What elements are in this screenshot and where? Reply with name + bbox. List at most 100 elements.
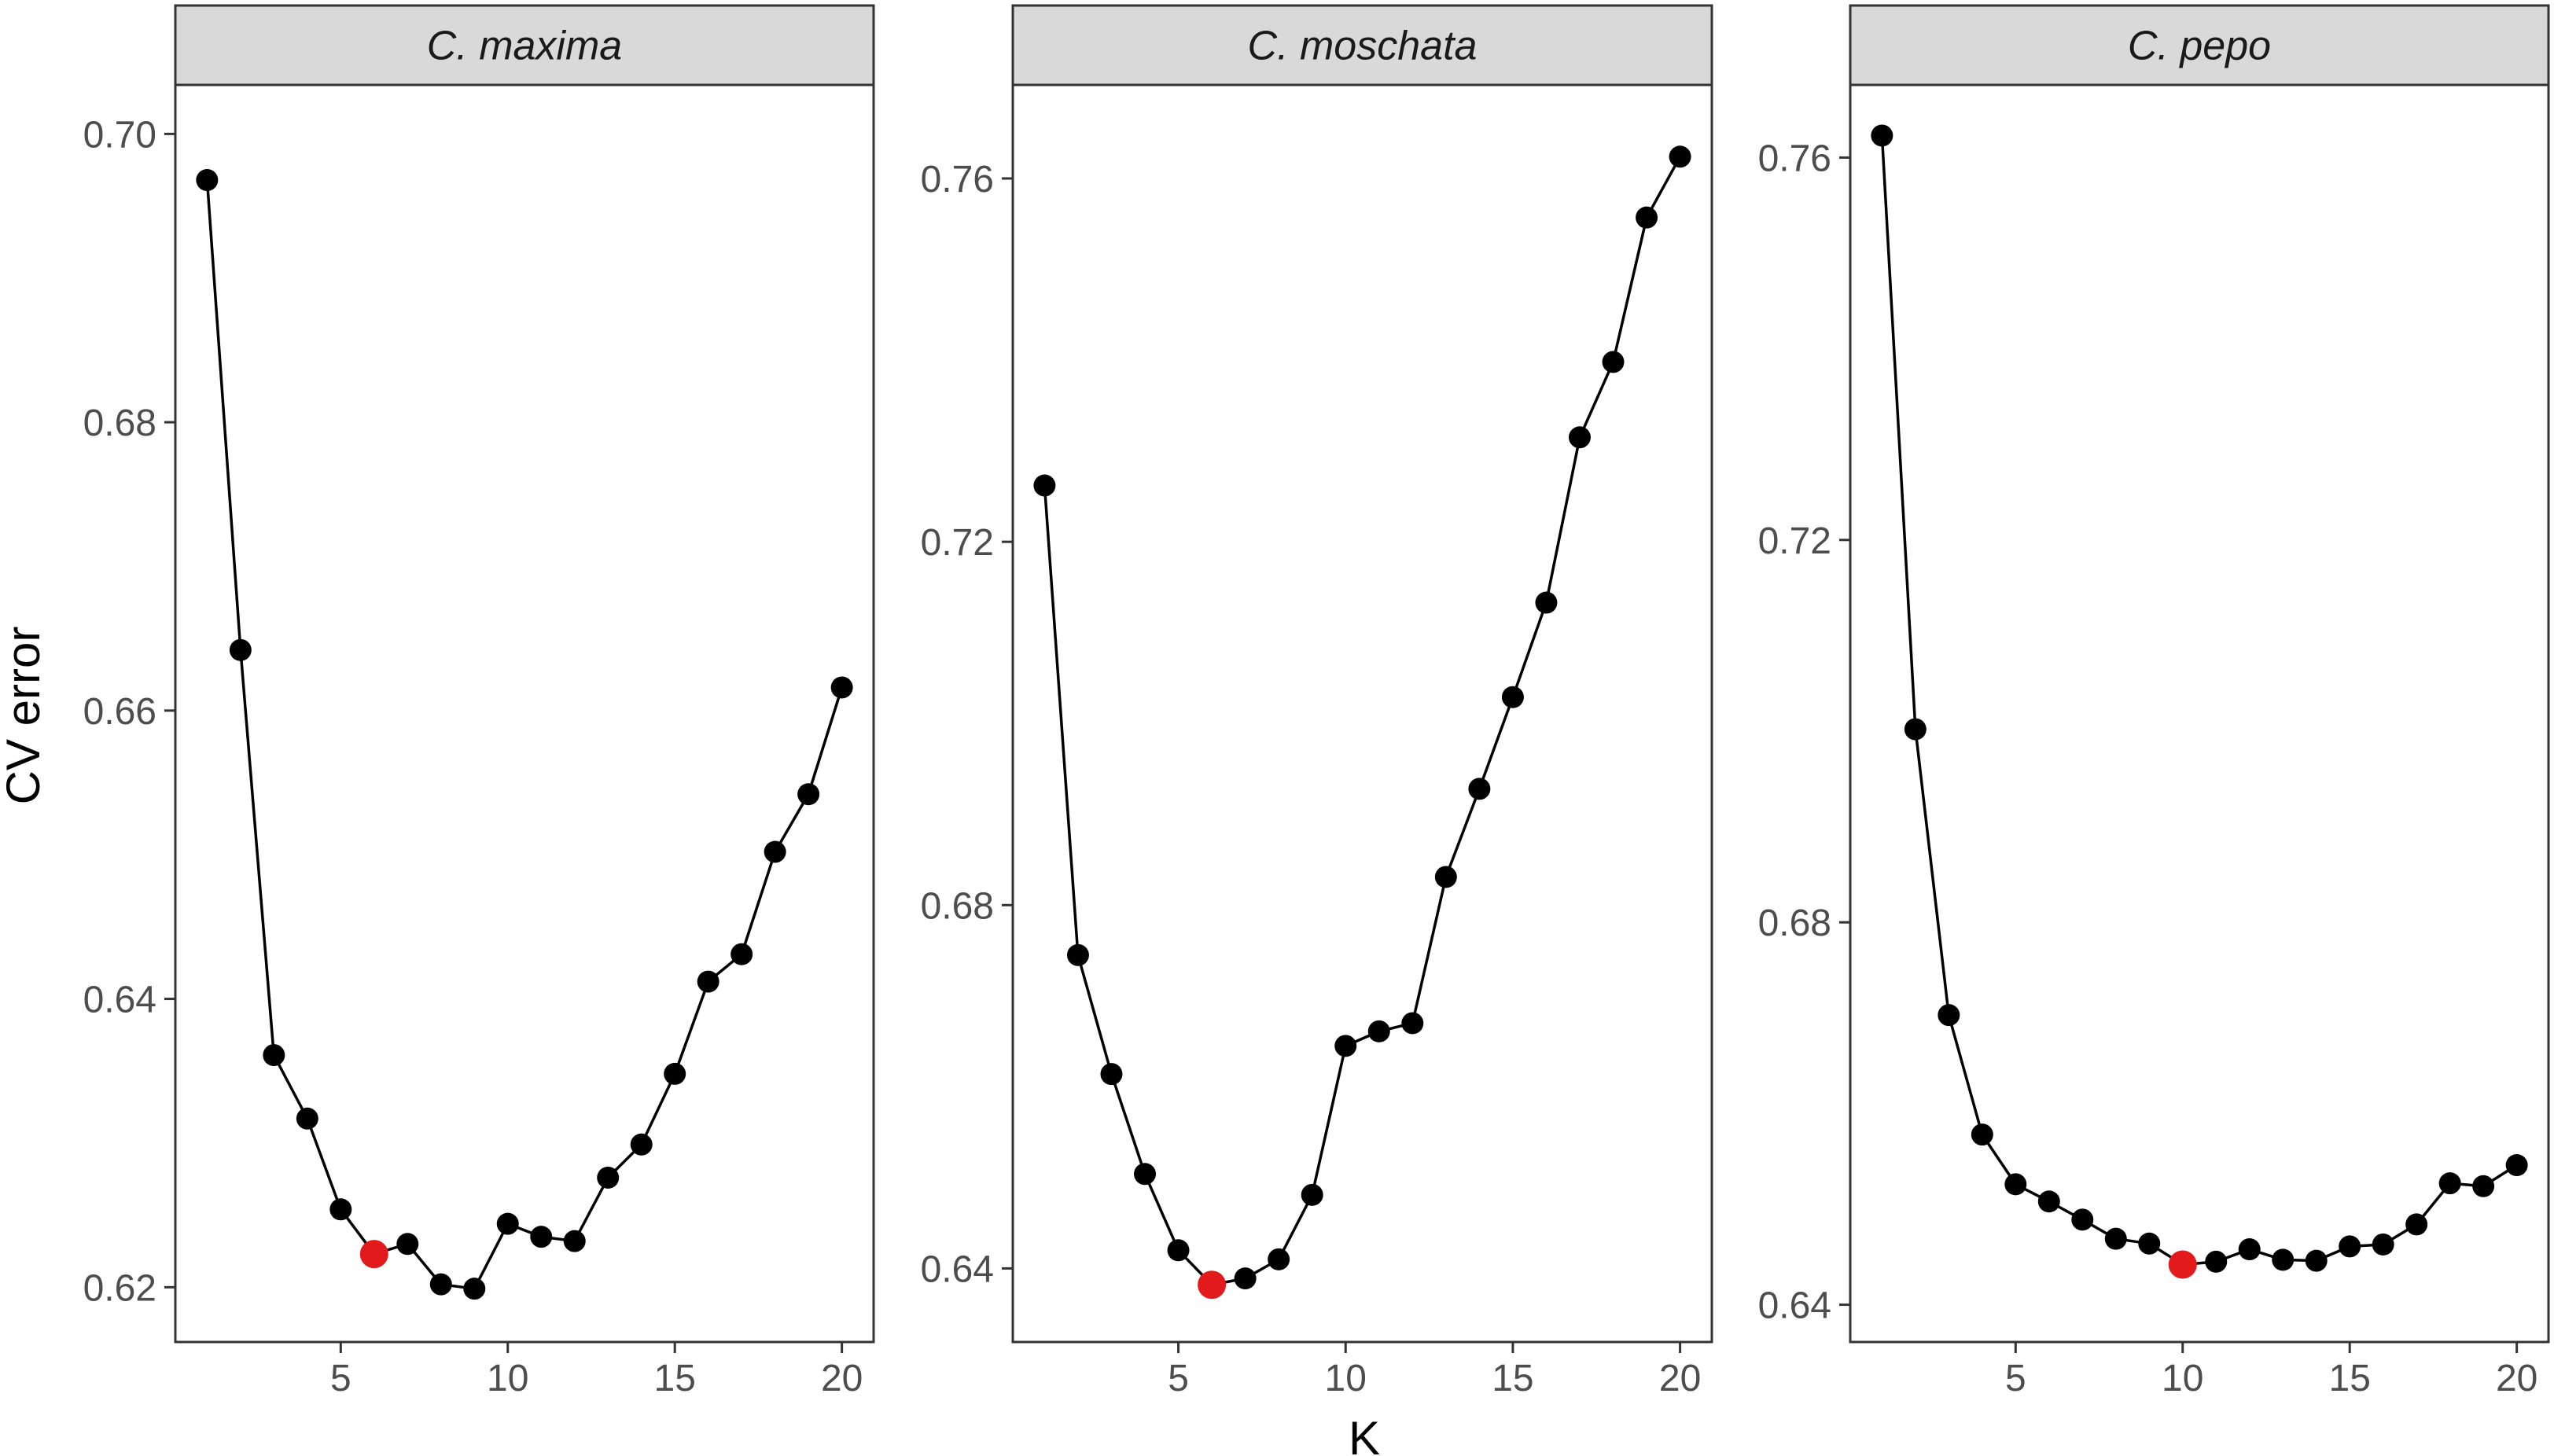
data-point bbox=[1167, 1239, 1190, 1262]
y-tick-label: 0.68 bbox=[1758, 903, 1831, 944]
y-tick-label: 0.64 bbox=[921, 1248, 994, 1290]
data-point bbox=[1568, 426, 1591, 449]
data-point bbox=[296, 1107, 318, 1130]
x-tick-label: 20 bbox=[2496, 1358, 2537, 1399]
data-point bbox=[429, 1273, 452, 1296]
data-point bbox=[2472, 1175, 2495, 1197]
x-tick-label: 15 bbox=[2329, 1358, 2371, 1399]
highlighted-data-point bbox=[359, 1240, 388, 1269]
x-tick-label: 5 bbox=[2005, 1358, 2026, 1399]
data-point bbox=[229, 638, 252, 661]
x-tick-label: 10 bbox=[2162, 1358, 2203, 1399]
series-line bbox=[1043, 156, 1682, 1286]
data-point bbox=[2372, 1233, 2394, 1256]
data-point bbox=[664, 1062, 686, 1085]
data-point bbox=[1501, 686, 1524, 708]
data-point bbox=[1669, 145, 1691, 168]
y-tick-label: 0.68 bbox=[83, 403, 156, 444]
facet-title: C. moschata bbox=[1248, 24, 1478, 69]
facet-title: C. pepo bbox=[2128, 24, 2271, 69]
data-point bbox=[1904, 718, 1927, 741]
data-point bbox=[630, 1133, 653, 1156]
x-tick-label: 10 bbox=[487, 1358, 528, 1399]
y-axis-title: CV error bbox=[0, 627, 50, 805]
data-point bbox=[329, 1198, 352, 1221]
y-tick-label: 0.64 bbox=[83, 980, 156, 1021]
data-point bbox=[1468, 778, 1491, 800]
data-point bbox=[563, 1230, 586, 1252]
x-tick-label: 10 bbox=[1325, 1358, 1367, 1399]
y-tick-label: 0.66 bbox=[83, 691, 156, 733]
data-point bbox=[2071, 1208, 2094, 1231]
x-tick-label: 5 bbox=[330, 1358, 351, 1399]
data-point bbox=[2004, 1173, 2027, 1196]
y-tick-label: 0.76 bbox=[1758, 138, 1831, 179]
data-point bbox=[830, 676, 853, 699]
facet-panel: C. maxima 0.62 0.64 0.66 0.68 0.70 5 10 15 20 bbox=[83, 4, 875, 1399]
data-point bbox=[1301, 1183, 1323, 1206]
data-point bbox=[1636, 206, 1658, 229]
x-tick-label: 15 bbox=[654, 1358, 696, 1399]
facet-strip bbox=[1011, 4, 1713, 86]
facet-strip bbox=[174, 4, 875, 86]
data-point bbox=[1367, 1020, 1390, 1042]
data-point bbox=[2405, 1213, 2428, 1236]
data-point bbox=[1401, 1012, 1424, 1035]
data-point bbox=[2305, 1249, 2328, 1272]
data-point bbox=[1938, 1004, 1960, 1027]
data-point bbox=[530, 1226, 553, 1248]
data-point bbox=[1268, 1248, 1290, 1270]
data-point bbox=[496, 1212, 519, 1235]
data-point bbox=[1234, 1267, 1257, 1290]
data-point bbox=[2272, 1248, 2295, 1271]
data-point bbox=[597, 1166, 620, 1189]
data-point bbox=[2438, 1172, 2461, 1195]
x-tick-label: 5 bbox=[1168, 1358, 1189, 1399]
x-tick-label: 20 bbox=[821, 1358, 863, 1399]
y-tick-label: 0.72 bbox=[1758, 520, 1831, 562]
data-point bbox=[2505, 1154, 2528, 1177]
data-point bbox=[1871, 124, 1893, 147]
data-point bbox=[1134, 1163, 1157, 1186]
x-axis-title: K bbox=[1349, 1412, 1380, 1456]
y-tick-label: 0.72 bbox=[921, 522, 994, 564]
data-point bbox=[1334, 1035, 1357, 1057]
data-point bbox=[2104, 1227, 2127, 1250]
facet-panel: C. pepo 0.64 0.68 0.72 0.76 5 10 15 20 bbox=[1758, 4, 2550, 1399]
y-tick-label: 0.62 bbox=[83, 1267, 156, 1309]
facet-title: C. maxima bbox=[427, 24, 622, 69]
data-point bbox=[2037, 1190, 2060, 1213]
data-point bbox=[463, 1278, 486, 1300]
data-point bbox=[1602, 351, 1625, 373]
x-tick-label: 15 bbox=[1492, 1358, 1533, 1399]
highlighted-data-point bbox=[2168, 1250, 2197, 1279]
y-tick-label: 0.76 bbox=[921, 159, 994, 200]
data-point bbox=[731, 943, 753, 965]
panel-border bbox=[174, 83, 875, 1344]
data-point bbox=[1971, 1123, 1993, 1146]
data-point bbox=[2238, 1238, 2261, 1261]
y-tick-label: 0.70 bbox=[83, 114, 156, 156]
panel-border bbox=[1011, 83, 1713, 1344]
x-tick-label: 20 bbox=[1659, 1358, 1701, 1399]
data-point bbox=[2138, 1232, 2161, 1255]
highlighted-data-point bbox=[1198, 1270, 1227, 1300]
data-point bbox=[764, 840, 786, 863]
data-point bbox=[797, 783, 820, 806]
data-point bbox=[396, 1233, 419, 1256]
y-tick-label: 0.68 bbox=[921, 885, 994, 927]
data-point bbox=[1033, 474, 1056, 497]
data-point bbox=[1434, 866, 1457, 888]
panel-border bbox=[1849, 83, 2550, 1344]
data-point bbox=[2205, 1250, 2228, 1273]
facet-panel: C. moschata 0.64 0.68 0.72 0.76 5 10 15 20 bbox=[921, 4, 1713, 1399]
data-point bbox=[2339, 1235, 2361, 1258]
data-point bbox=[1535, 591, 1558, 614]
data-point bbox=[196, 169, 219, 192]
data-point bbox=[1100, 1063, 1123, 1086]
y-tick-label: 0.64 bbox=[1758, 1285, 1831, 1327]
data-point bbox=[1066, 943, 1089, 966]
